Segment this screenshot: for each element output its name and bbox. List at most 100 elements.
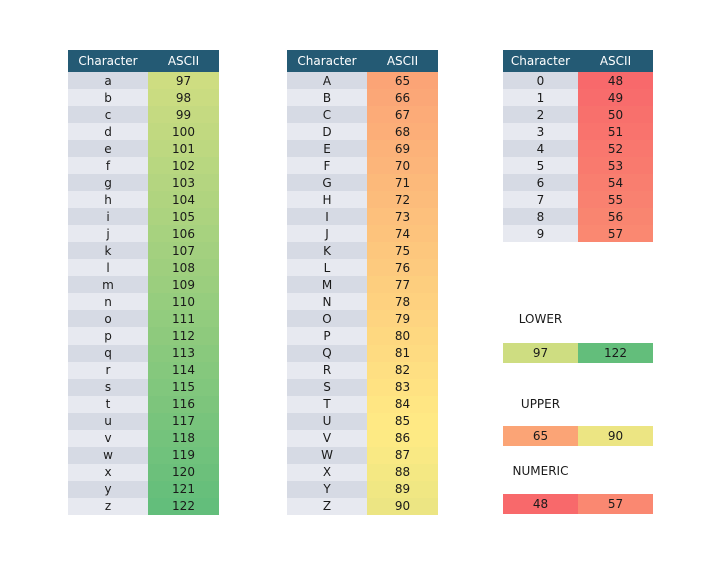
character-cell[interactable]: 2	[503, 106, 578, 123]
ascii-value-cell[interactable]: 53	[578, 157, 653, 174]
character-cell[interactable]: 1	[503, 89, 578, 106]
character-cell[interactable]: q	[68, 344, 148, 362]
character-cell[interactable]: m	[68, 276, 148, 294]
legend-min-cell[interactable]: 97	[503, 343, 578, 363]
character-cell[interactable]: 6	[503, 174, 578, 191]
ascii-value-cell[interactable]: 81	[367, 344, 438, 362]
ascii-value-cell[interactable]: 79	[367, 310, 438, 328]
column-header-ascii[interactable]: ASCII	[386, 54, 419, 68]
character-cell[interactable]: J	[287, 225, 367, 243]
character-cell[interactable]: s	[68, 378, 148, 396]
ascii-value-cell[interactable]: 55	[578, 191, 653, 208]
character-cell[interactable]: T	[287, 395, 367, 413]
ascii-value-cell[interactable]: 103	[148, 174, 219, 192]
character-cell[interactable]: F	[287, 157, 367, 175]
character-cell[interactable]: u	[68, 412, 148, 430]
column-header-character[interactable]: Character	[510, 54, 571, 68]
character-cell[interactable]: 7	[503, 191, 578, 208]
ascii-value-cell[interactable]: 106	[148, 225, 219, 243]
ascii-value-cell[interactable]: 87	[367, 446, 438, 464]
ascii-value-cell[interactable]: 119	[148, 446, 219, 464]
character-cell[interactable]: M	[287, 276, 367, 294]
character-cell[interactable]: D	[287, 123, 367, 141]
character-cell[interactable]: O	[287, 310, 367, 328]
column-header-ascii[interactable]: ASCII	[599, 54, 632, 68]
ascii-value-cell[interactable]: 66	[367, 89, 438, 107]
ascii-value-cell[interactable]: 56	[578, 208, 653, 225]
ascii-value-cell[interactable]: 113	[148, 344, 219, 362]
ascii-value-cell[interactable]: 54	[578, 174, 653, 191]
character-cell[interactable]: C	[287, 106, 367, 124]
character-cell[interactable]: g	[68, 174, 148, 192]
ascii-value-cell[interactable]: 71	[367, 174, 438, 192]
character-cell[interactable]: z	[68, 497, 148, 515]
character-cell[interactable]: v	[68, 429, 148, 447]
character-cell[interactable]: H	[287, 191, 367, 209]
character-cell[interactable]: t	[68, 395, 148, 413]
character-cell[interactable]: w	[68, 446, 148, 464]
ascii-value-cell[interactable]: 117	[148, 412, 219, 430]
ascii-value-cell[interactable]: 65	[367, 72, 438, 90]
ascii-value-cell[interactable]: 108	[148, 259, 219, 277]
ascii-value-cell[interactable]: 49	[578, 89, 653, 106]
character-cell[interactable]: R	[287, 361, 367, 379]
character-cell[interactable]: B	[287, 89, 367, 107]
ascii-value-cell[interactable]: 100	[148, 123, 219, 141]
ascii-value-cell[interactable]: 104	[148, 191, 219, 209]
ascii-value-cell[interactable]: 82	[367, 361, 438, 379]
column-header-character[interactable]: Character	[78, 54, 138, 68]
ascii-value-cell[interactable]: 57	[578, 225, 653, 242]
ascii-value-cell[interactable]: 122	[148, 497, 219, 515]
character-cell[interactable]: S	[287, 378, 367, 396]
ascii-value-cell[interactable]: 111	[148, 310, 219, 328]
character-cell[interactable]: 9	[503, 225, 578, 242]
column-header-ascii[interactable]: ASCII	[167, 54, 200, 68]
character-cell[interactable]: A	[287, 72, 367, 90]
character-cell[interactable]: U	[287, 412, 367, 430]
ascii-value-cell[interactable]: 70	[367, 157, 438, 175]
ascii-value-cell[interactable]: 109	[148, 276, 219, 294]
ascii-value-cell[interactable]: 99	[148, 106, 219, 124]
ascii-value-cell[interactable]: 83	[367, 378, 438, 396]
legend-max-cell[interactable]: 122	[578, 343, 653, 363]
ascii-value-cell[interactable]: 114	[148, 361, 219, 379]
ascii-value-cell[interactable]: 116	[148, 395, 219, 413]
character-cell[interactable]: 0	[503, 72, 578, 89]
character-cell[interactable]: 5	[503, 157, 578, 174]
character-cell[interactable]: f	[68, 157, 148, 175]
character-cell[interactable]: W	[287, 446, 367, 464]
ascii-value-cell[interactable]: 52	[578, 140, 653, 157]
ascii-value-cell[interactable]: 73	[367, 208, 438, 226]
character-cell[interactable]: L	[287, 259, 367, 277]
ascii-value-cell[interactable]: 50	[578, 106, 653, 123]
ascii-value-cell[interactable]: 78	[367, 293, 438, 311]
ascii-value-cell[interactable]: 115	[148, 378, 219, 396]
ascii-value-cell[interactable]: 77	[367, 276, 438, 294]
character-cell[interactable]: Z	[287, 497, 367, 515]
character-cell[interactable]: 4	[503, 140, 578, 157]
character-cell[interactable]: G	[287, 174, 367, 192]
ascii-value-cell[interactable]: 107	[148, 242, 219, 260]
ascii-value-cell[interactable]: 120	[148, 463, 219, 481]
character-cell[interactable]: y	[68, 480, 148, 498]
character-cell[interactable]: l	[68, 259, 148, 277]
character-cell[interactable]: V	[287, 429, 367, 447]
character-cell[interactable]: b	[68, 89, 148, 107]
legend-max-cell[interactable]: 90	[578, 426, 653, 446]
ascii-value-cell[interactable]: 121	[148, 480, 219, 498]
character-cell[interactable]: i	[68, 208, 148, 226]
character-cell[interactable]: X	[287, 463, 367, 481]
character-cell[interactable]: E	[287, 140, 367, 158]
character-cell[interactable]: n	[68, 293, 148, 311]
character-cell[interactable]: I	[287, 208, 367, 226]
ascii-value-cell[interactable]: 118	[148, 429, 219, 447]
character-cell[interactable]: j	[68, 225, 148, 243]
ascii-value-cell[interactable]: 85	[367, 412, 438, 430]
character-cell[interactable]: e	[68, 140, 148, 158]
character-cell[interactable]: N	[287, 293, 367, 311]
ascii-value-cell[interactable]: 97	[148, 72, 219, 90]
ascii-value-cell[interactable]: 72	[367, 191, 438, 209]
character-cell[interactable]: Q	[287, 344, 367, 362]
ascii-value-cell[interactable]: 51	[578, 123, 653, 140]
character-cell[interactable]: 8	[503, 208, 578, 225]
